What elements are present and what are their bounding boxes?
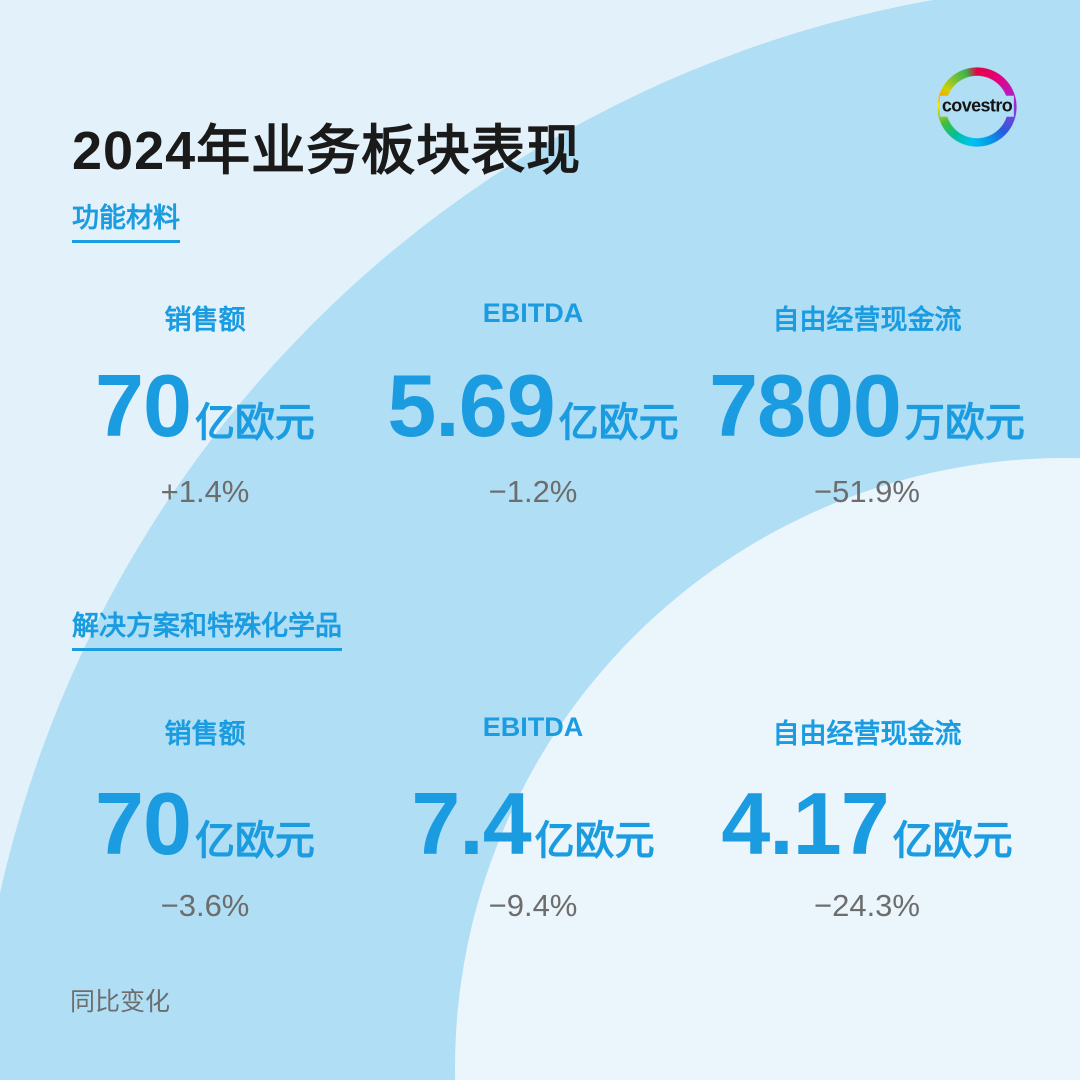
metric-value: 70 亿欧元 xyxy=(55,780,355,868)
metric-label: 自由经营现金流 xyxy=(772,719,962,749)
background-inner-circle xyxy=(455,458,1080,1080)
metric-unit: 亿欧元 xyxy=(194,819,315,863)
metric-change: −51.9% xyxy=(813,474,920,509)
metric-number: 7.4 xyxy=(411,774,531,873)
metric-label: EBITDA xyxy=(482,712,584,742)
metric-change: −9.4% xyxy=(488,888,578,923)
metric-label: 销售额 xyxy=(164,719,246,749)
metric-number: 7800 xyxy=(709,356,902,455)
metric-value: 7800 万欧元 xyxy=(700,362,1034,450)
section-solutions-specialties: 解决方案和特殊化学品 销售额 70 亿欧元 −3.6% EBITDA 7.4 亿欧元… xyxy=(0,604,1080,934)
metric-number: 5.69 xyxy=(387,356,555,455)
section-performance-materials: 功能材料 销售额 70 亿欧元 +1.4% EBITDA 5.69 亿欧元 −1.2… xyxy=(0,196,1080,526)
metric-unit: 亿欧元 xyxy=(558,401,679,445)
metric-change: −24.3% xyxy=(813,888,920,923)
metric-change: +1.4% xyxy=(160,474,250,509)
metric-unit: 亿欧元 xyxy=(534,819,655,863)
section-heading: 功能材料 xyxy=(72,196,180,243)
section-heading: 解决方案和特殊化学品 xyxy=(72,604,342,651)
metric-value: 5.69 亿欧元 xyxy=(383,362,683,450)
metric-number: 4.17 xyxy=(721,774,889,873)
covestro-logo: covestro xyxy=(937,67,1017,147)
metric-label: EBITDA xyxy=(482,298,584,328)
metric-number: 70 xyxy=(95,774,192,873)
metric-value: 4.17 亿欧元 xyxy=(700,780,1034,868)
metric-unit: 万欧元 xyxy=(904,401,1025,445)
metric-change: −1.2% xyxy=(488,474,578,509)
metric-unit: 亿欧元 xyxy=(892,819,1013,863)
metric-value: 70 亿欧元 xyxy=(55,362,355,450)
covestro-wordmark: covestro xyxy=(939,95,1015,117)
metric-label: 销售额 xyxy=(164,305,246,335)
metric-value: 7.4 亿欧元 xyxy=(383,780,683,868)
metric-label: 自由经营现金流 xyxy=(772,305,962,335)
metric-number: 70 xyxy=(95,356,192,455)
metric-change: −3.6% xyxy=(160,888,250,923)
page-title: 2024年业务板块表现 xyxy=(72,121,582,182)
footnote: 同比变化 xyxy=(70,988,171,1016)
metric-unit: 亿欧元 xyxy=(194,401,315,445)
